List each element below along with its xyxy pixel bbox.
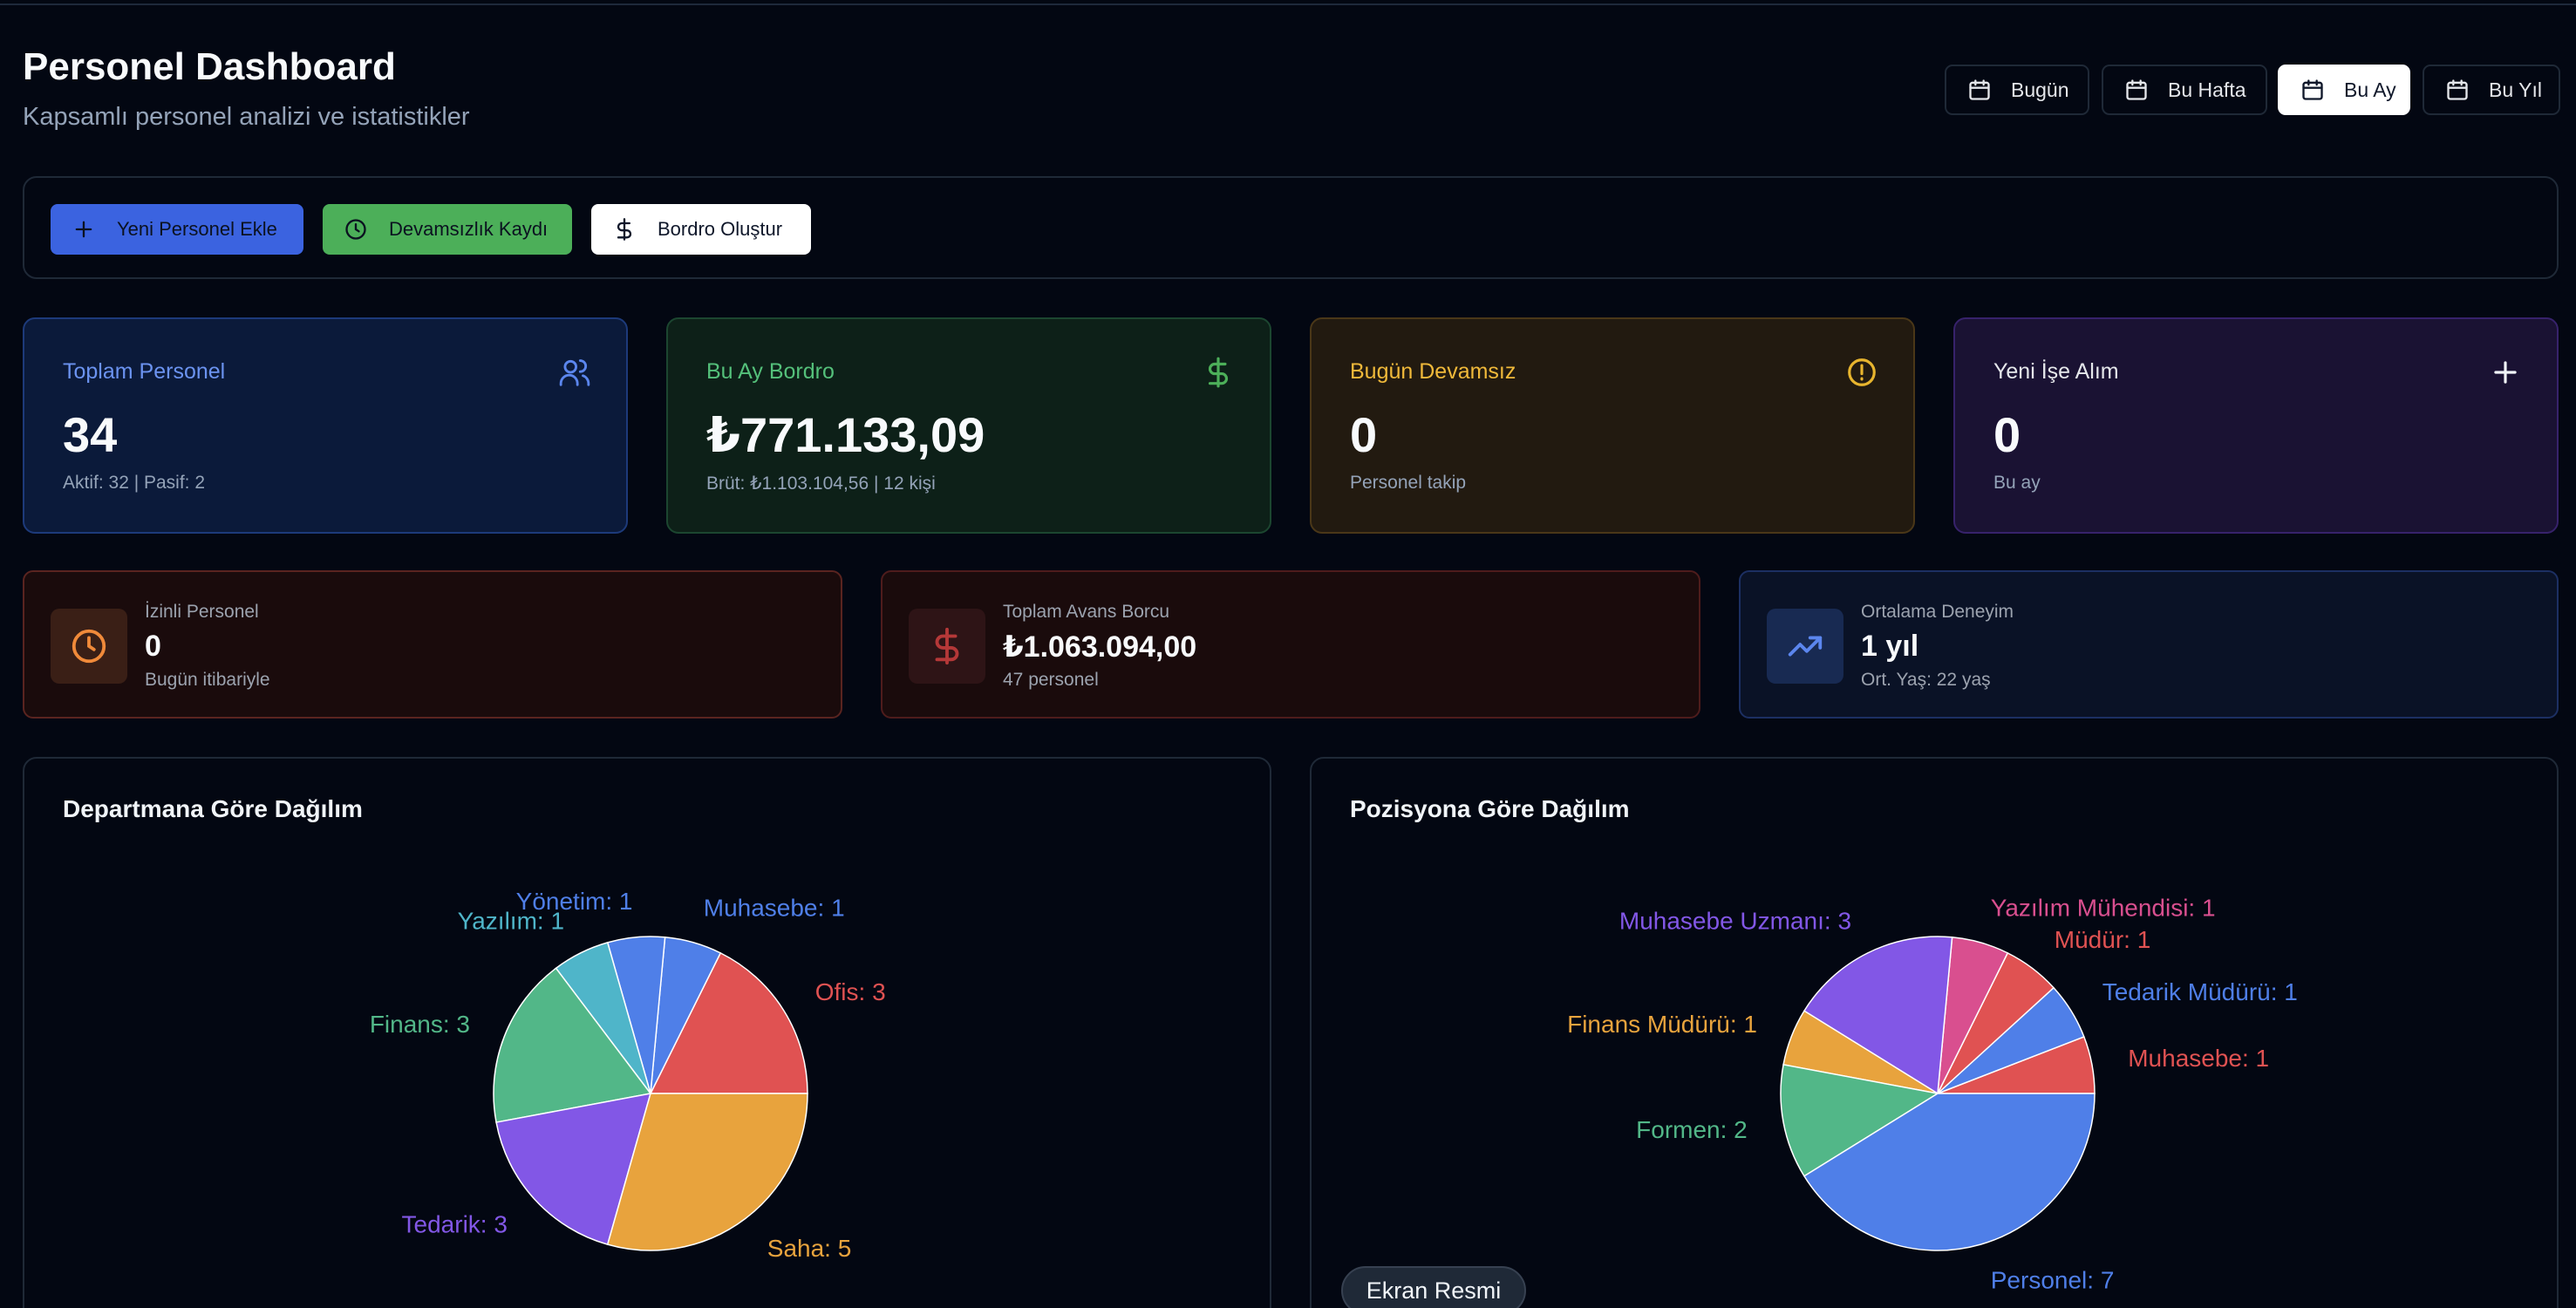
stat-sub: Aktif: 32 | Pasif: 2 <box>63 473 206 493</box>
dollar-icon <box>617 218 632 241</box>
pie-label: Saha: 5 <box>767 1235 852 1262</box>
avg-experience-card: Ortalama Deneyim 1 yıl Ort. Yaş: 22 yaş <box>1739 570 2559 719</box>
calendar-icon <box>2126 79 2147 100</box>
stat-value: ₺771.133,09 <box>706 407 985 462</box>
pie-slice-tedarik[interactable] <box>495 1093 652 1246</box>
new-hires-card: Yeni İşe Alım 0 Bu ay <box>1953 317 2559 534</box>
users-icon <box>559 359 590 386</box>
mini-label: İzinli Personel <box>145 602 259 622</box>
department-chart-panel: Departmana Göre Dağılım Ofis: 3 Muhasebe:… <box>23 757 1271 1308</box>
pie-label: Personel: 7 <box>1991 1267 2115 1294</box>
absence-record-label: Devamsızlık Kaydı <box>389 218 549 240</box>
range-year-label: Bu Yıl <box>2489 78 2542 101</box>
alert-icon <box>1848 358 1876 386</box>
create-payroll-label: Bordro Oluştur <box>658 218 783 240</box>
mini-value: 1 yıl <box>1861 630 1919 663</box>
pie-label: Yazılım: 1 <box>458 907 564 934</box>
advance-debt-card: Toplam Avans Borcu ₺1.063.094,00 47 pers… <box>881 570 1700 719</box>
stat-label: Bugün Devamsız <box>1350 359 1516 384</box>
clock-icon <box>72 629 106 664</box>
calendar-icon <box>1969 79 1990 100</box>
stat-label: Toplam Personel <box>63 359 226 384</box>
mini-value: 0 <box>145 630 161 663</box>
pie-label: Tedarik: 3 <box>402 1211 508 1238</box>
calendar-icon <box>2447 79 2468 100</box>
position-pie-chart: Muhasebe: 1 Tedarik Müdürü: 1 Müdür: 1 Yazı… <box>1567 894 2298 1294</box>
range-month-button[interactable]: Bu Ay <box>2278 65 2410 115</box>
pie-slice-finans[interactable] <box>493 967 652 1123</box>
absence-record-button[interactable]: Devamsızlık Kaydı <box>323 204 572 255</box>
stat-label: Bu Ay Bordro <box>706 359 835 384</box>
mini-label: Ortalama Deneyim <box>1861 602 2014 622</box>
page-subtitle: Kapsamlı personel analizi ve istatistikl… <box>23 103 470 131</box>
range-week-button[interactable]: Bu Hafta <box>2102 65 2267 115</box>
stat-value: 34 <box>63 407 118 462</box>
icon-tile <box>51 609 127 684</box>
total-personnel-card: Toplam Personel 34 Aktif: 32 | Pasif: 2 <box>23 317 628 534</box>
pie-label: Muhasebe: 1 <box>2128 1045 2269 1072</box>
stat-sub: Bu ay <box>1993 473 2041 493</box>
range-today-label: Bugün <box>2011 78 2069 101</box>
dollar-icon <box>1208 357 1228 388</box>
stat-value: 0 <box>1350 407 1378 462</box>
pie-slice-ofis[interactable] <box>649 951 808 1094</box>
range-today-button[interactable]: Bugün <box>1945 65 2089 115</box>
quick-actions-panel: Yeni Personel Ekle Devamsızlık Kaydı Bor… <box>23 176 2559 279</box>
plus-icon <box>2494 361 2517 384</box>
add-personnel-button[interactable]: Yeni Personel Ekle <box>51 204 303 255</box>
pie-label: Muhasebe Uzmanı: 3 <box>1619 907 1851 934</box>
plus-icon <box>75 221 92 238</box>
calendar-icon <box>2302 79 2323 100</box>
range-month-label: Bu Ay <box>2344 78 2396 101</box>
pie-label: Muhasebe: 1 <box>704 894 845 921</box>
range-year-button[interactable]: Bu Yıl <box>2423 65 2560 115</box>
add-personnel-label: Yeni Personel Ekle <box>117 218 277 240</box>
dollar-icon <box>935 627 959 665</box>
stat-sub: Personel takip <box>1350 473 1467 493</box>
icon-tile <box>909 609 985 684</box>
pie-slice-muhasebe-uzmanı[interactable] <box>1803 936 1953 1095</box>
position-chart-panel: Pozisyona Göre Dağılım Muhasebe: 1 Tedari… <box>1310 757 2559 1308</box>
pie-label: Ofis: 3 <box>815 978 886 1005</box>
mini-sub: Bugün itibariyle <box>145 670 270 690</box>
pie-slice-saha[interactable] <box>606 1093 808 1251</box>
pie-label: Yazılım Mühendisi: 1 <box>1991 894 2216 921</box>
on-leave-card: İzinli Personel 0 Bugün itibariyle <box>23 570 842 719</box>
clock-icon <box>345 219 366 240</box>
range-week-label: Bu Hafta <box>2168 78 2246 101</box>
absent-today-card: Bugün Devamsız 0 Personel takip <box>1310 317 1915 534</box>
pie-label: Müdür: 1 <box>2055 926 2151 953</box>
chart-title: Pozisyona Göre Dağılım <box>1350 795 1630 822</box>
page-title: Personel Dashboard <box>23 45 396 88</box>
monthly-payroll-card: Bu Ay Bordro ₺771.133,09 Brüt: ₺1.103.10… <box>666 317 1271 534</box>
pie-slice-formen[interactable] <box>1780 1064 1940 1177</box>
chart-title: Departmana Göre Dağılım <box>63 795 363 822</box>
top-divider <box>0 0 2576 5</box>
stat-label: Yeni İşe Alım <box>1993 359 2119 384</box>
icon-tile <box>1767 609 1843 684</box>
pie-label: Finans Müdürü: 1 <box>1567 1011 1757 1038</box>
mini-value: ₺1.063.094,00 <box>1003 630 1197 664</box>
mini-sub: 47 personel <box>1003 670 1099 690</box>
trend-icon <box>1788 636 1823 657</box>
mini-label: Toplam Avans Borcu <box>1003 602 1170 622</box>
create-payroll-button[interactable]: Bordro Oluştur <box>591 204 811 255</box>
mini-sub: Ort. Yaş: 22 yaş <box>1861 670 1991 690</box>
pie-slice-personel[interactable] <box>1803 1093 2096 1251</box>
stat-sub: Brüt: ₺1.103.104,56 | 12 kişi <box>706 473 936 494</box>
pie-label: Formen: 2 <box>1636 1116 1748 1143</box>
pie-label: Yönetim: 1 <box>516 888 633 915</box>
stat-value: 0 <box>1993 407 2021 462</box>
screenshot-button[interactable]: Ekran Resmi <box>1341 1266 1526 1308</box>
pie-label: Tedarik Müdürü: 1 <box>2102 978 2298 1005</box>
pie-label: Finans: 3 <box>370 1011 470 1038</box>
